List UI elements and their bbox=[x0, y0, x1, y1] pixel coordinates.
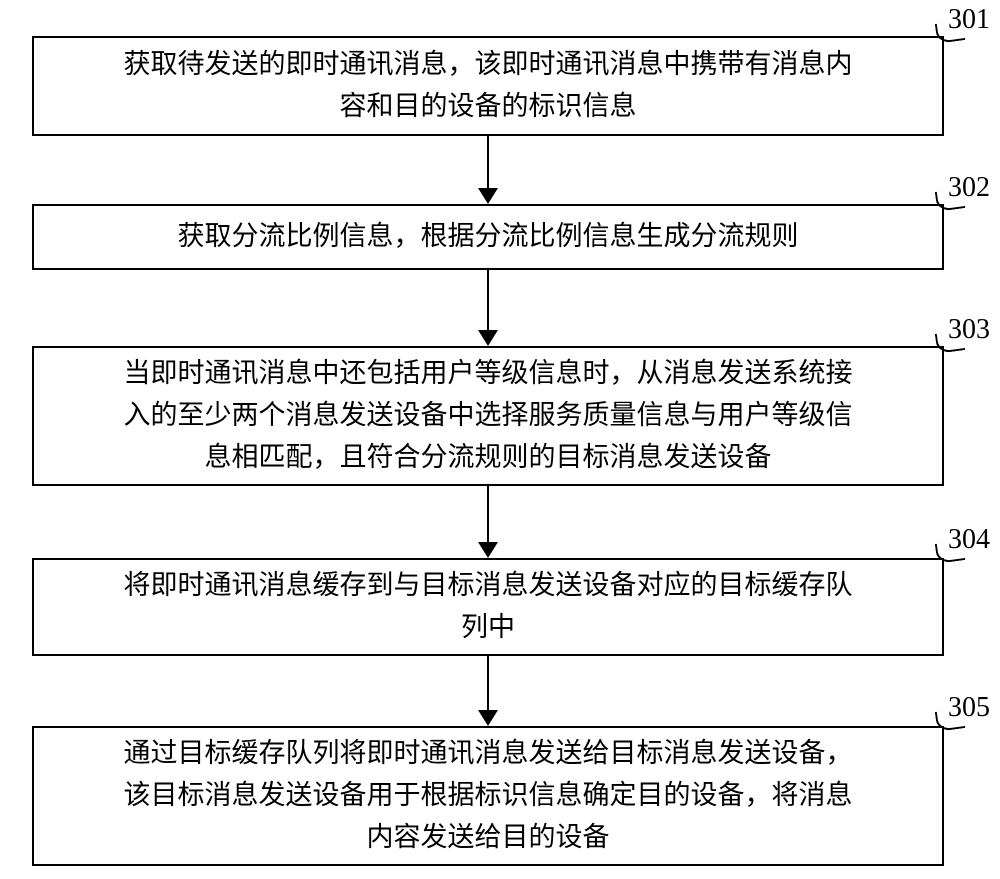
node-text-line: 当即时通讯消息中还包括用户等级信息时，从消息发送系统接 bbox=[124, 353, 853, 395]
node-text-line: 容和目的设备的标识信息 bbox=[124, 86, 853, 128]
arrow-line bbox=[487, 486, 489, 542]
flowchart-canvas: 获取待发送的即时通讯消息，该即时通讯消息中携带有消息内容和目的设备的标识信息30… bbox=[0, 0, 1000, 879]
arrow-line bbox=[487, 136, 489, 188]
arrow-head bbox=[478, 542, 498, 558]
node-text-line: 将即时通讯消息缓存到与目标消息发送设备对应的目标缓存队 bbox=[124, 565, 853, 607]
node-text-line: 获取分流比例信息，根据分流比例信息生成分流规则 bbox=[178, 216, 799, 258]
node-text-line: 息相匹配，且符合分流规则的目标消息发送设备 bbox=[124, 437, 853, 479]
node-text-line: 通过目标缓存队列将即时通讯消息发送给目标消息发送设备， bbox=[124, 733, 853, 775]
flow-node-n305: 通过目标缓存队列将即时通讯消息发送给目标消息发送设备，该目标消息发送设备用于根据… bbox=[32, 726, 944, 866]
arrow-line bbox=[487, 656, 489, 710]
node-label-304: 304 bbox=[948, 524, 990, 556]
node-label-302: 302 bbox=[948, 172, 990, 204]
arrow-head bbox=[478, 710, 498, 726]
flow-node-n304: 将即时通讯消息缓存到与目标消息发送设备对应的目标缓存队列中 bbox=[32, 558, 944, 656]
flow-node-n302: 获取分流比例信息，根据分流比例信息生成分流规则 bbox=[32, 204, 944, 270]
flow-node-n303: 当即时通讯消息中还包括用户等级信息时，从消息发送系统接入的至少两个消息发送设备中… bbox=[32, 346, 944, 486]
node-label-305: 305 bbox=[948, 692, 990, 724]
arrow-line bbox=[487, 270, 489, 330]
flow-node-n301: 获取待发送的即时通讯消息，该即时通讯消息中携带有消息内容和目的设备的标识信息 bbox=[32, 36, 944, 136]
node-label-303: 303 bbox=[948, 314, 990, 346]
node-text-line: 获取待发送的即时通讯消息，该即时通讯消息中携带有消息内 bbox=[124, 44, 853, 86]
node-text-line: 该目标消息发送设备用于根据标识信息确定目的设备，将消息 bbox=[124, 775, 853, 817]
node-text-line: 内容发送给目的设备 bbox=[124, 817, 853, 859]
arrow-head bbox=[478, 188, 498, 204]
node-text-line: 入的至少两个消息发送设备中选择服务质量信息与用户等级信 bbox=[124, 395, 853, 437]
arrow-head bbox=[478, 330, 498, 346]
node-label-301: 301 bbox=[948, 4, 990, 36]
node-text-line: 列中 bbox=[124, 607, 853, 649]
